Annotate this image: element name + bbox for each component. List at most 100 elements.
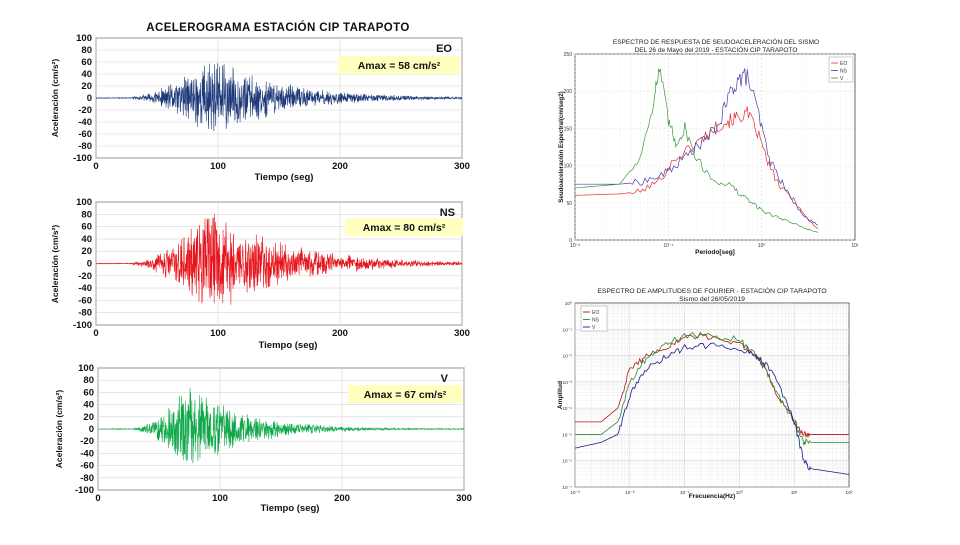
x-tick-labels: 0 100 200 300 [93,161,470,172]
x-tick-label: 10⁰ [758,243,766,249]
y-tick-label: 40 [81,69,92,80]
y-tick-label: -80 [80,473,94,484]
y-tick-label: 10⁻⁵ [562,432,572,438]
accelerogram-trace-ns [95,214,463,305]
y-tick-labels: 0 50 100 150 200 250 [564,52,573,244]
y-tick-label: 50 [566,201,572,207]
plot-area [574,302,850,488]
y-tick-label: -40 [78,117,92,128]
fourier-line-ns [575,331,849,446]
accelerogram-title: ACELEROGRAMA ESTACIÓN CIP TARAPOTO [146,21,409,34]
y-tick-label: 10⁰ [565,301,572,307]
y-tick-label: 60 [83,387,94,398]
x-tick-label: 10⁻³ [570,490,580,496]
y-tick-label: 80 [81,209,92,220]
fourier-line-eo [575,333,849,438]
y-tick-label: 100 [76,197,92,208]
x-axis-label: Tiempo (seg) [255,172,314,183]
y-tick-label: 200 [564,89,573,95]
y-tick-label: -100 [73,153,92,164]
y-tick-label: 100 [78,363,94,374]
y-tick-label: 10⁻¹ [563,327,573,333]
y-tick-label: 80 [81,45,92,56]
legend: EO NSV [580,305,608,332]
amax-label-v: Amax = 67 cm/s² [364,389,447,401]
y-tick-label: 60 [81,222,92,233]
x-tick-label: 300 [454,328,470,339]
y-tick-label: 10⁻⁷ [562,485,572,491]
amax-box [345,218,463,236]
y-tick-label: -80 [78,141,92,152]
y-tick-label: 40 [81,234,92,245]
x-tick-label: 100 [210,328,226,339]
grid [574,53,855,241]
y-tick-label: 10⁻² [563,354,573,360]
y-tick-label: -60 [78,129,92,140]
y-tick-label: -100 [73,320,92,331]
y-tick-label: 0 [87,259,92,270]
component-label-ns: NS [440,207,455,219]
x-tick-label: 0 [93,328,98,339]
x-tick-label: 10⁻² [570,243,580,249]
y-tick-label: 10⁻³ [563,380,573,386]
x-tick-label: 200 [332,161,348,172]
x-tick-label: 10² [846,490,853,496]
x-tick-label: 0 [95,493,100,504]
y-tick-label: 150 [564,126,573,132]
x-axis-label: Periodo[seg] [695,249,735,256]
y-axis-label: Seudoaceleración Espectral(cm/seg2) [558,91,565,202]
spectrum-lines [574,68,819,233]
y-tick-label: -100 [75,485,94,496]
fourier-spectrum-panel: ESPECTRO DE AMPLITUDES DE FOURIER - ESTA… [557,286,853,500]
fourier-lines [574,331,850,475]
x-tick-label: 300 [456,493,472,504]
y-tick-label: -20 [80,436,94,447]
y-tick-label: 10⁻⁴ [562,406,572,412]
x-tick-label: 10¹ [791,490,798,496]
x-axis-label: Tiempo (seg) [259,340,318,351]
y-axis-label: Amplitud [557,381,564,409]
x-tick-label: 300 [454,161,470,172]
x-tick-label: 10⁻² [625,490,635,496]
y-tick-label: -40 [78,283,92,294]
x-tick-labels: 0 100 200 300 [95,493,472,504]
component-label-eo: EO [436,43,452,55]
y-tick-label: 0 [87,93,92,104]
amax-label-eo: Amax = 58 cm/s² [358,60,441,72]
accelerogram-trace-v [97,388,465,464]
amax-label-ns: Amax = 80 cm/s² [363,222,446,234]
legend-label: NS [840,69,848,75]
legend-label: EO [592,310,599,316]
y-tick-label: -40 [80,448,94,459]
y-tick-label: -80 [78,308,92,319]
legend-label: V [592,325,596,331]
x-tick-label: 200 [332,328,348,339]
x-tick-labels: 10⁻² 10⁻¹ 10⁰ 10¹ [570,243,859,249]
spectrum-line-ns [575,68,818,226]
y-tick-labels: 10⁰ 10⁻¹ 10⁻² 10⁻³ 10⁻⁴ 10⁻⁵ 10⁻⁶ 10⁻⁷ [562,301,572,491]
spectrum-subtitle: DEL 26 de Mayo del 2019 - ESTACIÓN CIP T… [635,45,798,54]
y-tick-label: 0 [569,238,572,244]
y-tick-label: -60 [80,461,94,472]
grid [97,367,465,491]
x-tick-label: 10⁻¹ [680,490,690,496]
response-spectrum-panel: ESPECTRO DE RESPUESTA DE SEUDOACELERACIÓ… [558,37,859,256]
y-tick-label: 60 [81,57,92,68]
legend: EO NSV [828,56,854,83]
component-label-v: V [441,373,449,385]
x-tick-label: 100 [212,493,228,504]
spectrum-line-v [574,68,819,233]
y-tick-label: 10⁻⁶ [562,459,572,465]
plot-area [574,53,856,241]
y-axis-label: Aceleración (cm/s²) [54,390,64,469]
accelerogram-trace-eo [95,63,463,132]
fourier-subtitle: Sismo del 26/05/2019 [679,296,745,303]
y-tick-label: -20 [78,105,92,116]
x-axis-label: Tiempo (seg) [261,503,320,514]
